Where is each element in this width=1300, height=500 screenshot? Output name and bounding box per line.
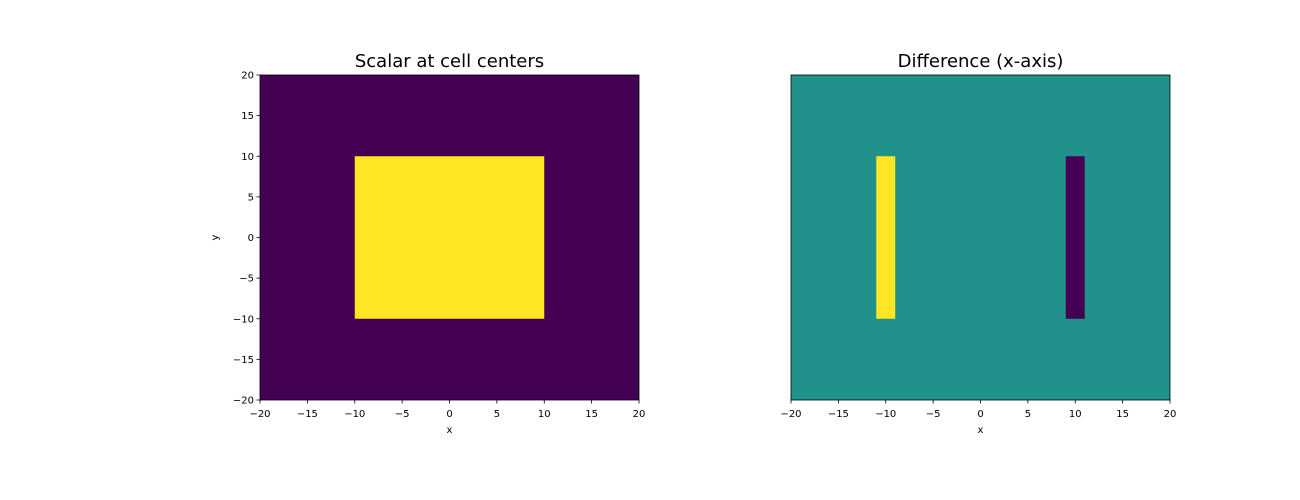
x-tick-label: 5 xyxy=(494,409,500,420)
x-tick-label: 20 xyxy=(633,409,646,420)
x-tick-label: −15 xyxy=(297,409,318,420)
x-axis-label: x xyxy=(978,425,984,436)
x-tick-label: 10 xyxy=(1069,409,1082,420)
difference-heatmap-panel: −20 −15 −10 −5 0 5 10 15 20 x Difference (x-axis) xyxy=(780,51,1176,436)
chart-title: Scalar at cell centers xyxy=(355,51,544,72)
y-tick-label: −15 xyxy=(233,355,254,366)
x-tick-label: −10 xyxy=(875,409,896,420)
heatmap-background xyxy=(791,75,1170,400)
heatmap-region-0 xyxy=(876,156,896,319)
x-tick-label: −10 xyxy=(344,409,365,420)
x-tick-label: −5 xyxy=(395,409,410,420)
y-tick-label: 0 xyxy=(248,233,254,244)
heatmap-region-0 xyxy=(354,156,545,319)
y-tick-label: 10 xyxy=(241,152,254,163)
x-tick-label: −15 xyxy=(828,409,849,420)
y-tick-label: 15 xyxy=(241,111,254,122)
y-tick-label: −20 xyxy=(233,396,254,407)
x-tick-label: 10 xyxy=(538,409,551,420)
y-tick-label: −10 xyxy=(233,314,254,325)
x-axis-label: x xyxy=(447,425,453,436)
heatmap-region-1 xyxy=(1065,156,1085,319)
chart-title: Difference (x-axis) xyxy=(898,51,1064,72)
x-tick-label: 20 xyxy=(1164,409,1177,420)
y-tick-label: −5 xyxy=(239,274,254,285)
x-tick-label: 0 xyxy=(446,409,452,420)
x-tick-label: −5 xyxy=(926,409,941,420)
scalar-heatmap-panel: −20 −15 −10 −5 0 5 10 15 20 −20 −15 −10 −5 0 5 10 15 20 x y… xyxy=(210,51,645,436)
x-tick-label: 15 xyxy=(585,409,598,420)
y-tick-label: 5 xyxy=(248,192,254,203)
y-axis-label: y xyxy=(210,234,221,240)
x-tick-label: 15 xyxy=(1116,409,1129,420)
x-tick-label: 0 xyxy=(977,409,983,420)
x-tick-label: 5 xyxy=(1025,409,1031,420)
x-tick-label: −20 xyxy=(780,409,801,420)
x-tick-label: −20 xyxy=(249,409,270,420)
y-tick-label: 20 xyxy=(241,71,254,82)
